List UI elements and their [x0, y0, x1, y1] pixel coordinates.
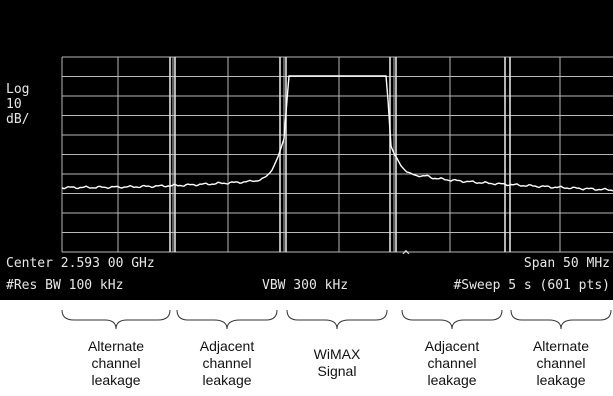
- brace-layer: [61, 309, 612, 330]
- span-readout: Span 50 MHz: [523, 256, 610, 271]
- spectrum-trace: [61, 75, 613, 192]
- label-adjacent-left: Adjacent channel leakage: [199, 338, 255, 388]
- brace-wimax-signal: [286, 309, 388, 330]
- brace-alternate-left: [61, 309, 171, 330]
- label-alternate-right: Alternate channel leakage: [532, 338, 590, 388]
- spectrum-plot: [61, 56, 613, 253]
- center-frequency: Center 2.593 00 GHz: [6, 256, 155, 271]
- label-wimax-signal: WiMAX Signal: [313, 346, 361, 379]
- graticule: [61, 56, 613, 253]
- label-adjacent-right: Adjacent channel leakage: [424, 338, 480, 388]
- scale-label: Log 10 dB/: [6, 82, 30, 127]
- analyzer-screen: Log 10 dB/ ^ Center 2.593 00 GHz Span 50…: [0, 0, 613, 300]
- vbw-readout: VBW 300 kHz: [262, 278, 349, 293]
- sweep-readout: #Sweep 5 s (601 pts): [453, 278, 610, 293]
- marker-caret: ^: [402, 249, 410, 264]
- label-alternate-left: Alternate channel leakage: [87, 338, 145, 388]
- brace-alternate-right: [510, 309, 612, 330]
- res-bw-readout: #Res BW 100 kHz: [6, 278, 124, 293]
- brace-adjacent-left: [176, 309, 278, 330]
- brace-adjacent-right: [401, 309, 503, 330]
- region-callouts: Alternate channel leakage Adjacent chann…: [0, 300, 613, 396]
- channel-dividers: [169, 57, 511, 252]
